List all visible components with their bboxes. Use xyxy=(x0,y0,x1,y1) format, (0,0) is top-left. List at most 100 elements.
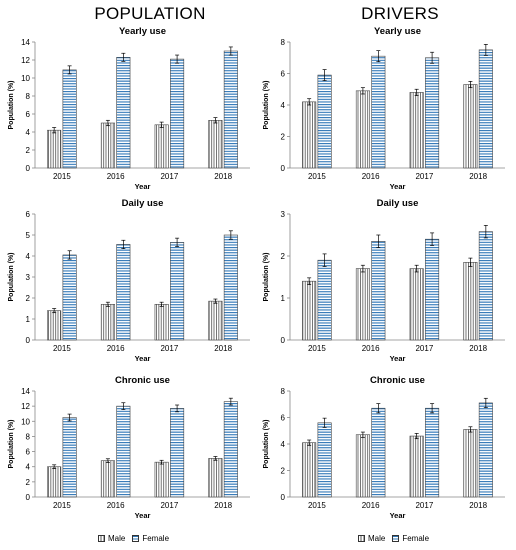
bar-male-2017 xyxy=(409,268,424,341)
legend-swatch-male xyxy=(358,535,365,542)
y-tick-label: 3 xyxy=(281,210,286,219)
x-tick-label: 2018 xyxy=(469,344,487,353)
y-axis-label: Population (%) xyxy=(263,420,270,469)
bar-male-2016 xyxy=(100,303,115,341)
x-axis-label: Year xyxy=(135,511,151,520)
y-tick-label: 0 xyxy=(26,493,31,502)
y-tick-label: 4 xyxy=(281,440,286,449)
y-tick-label: 3 xyxy=(26,273,31,282)
bar-male-2018 xyxy=(463,84,478,169)
y-tick-label: 2 xyxy=(281,467,286,476)
bar-female-2015 xyxy=(62,417,77,498)
bar-male-2018 xyxy=(208,120,223,169)
y-tick-label: 1 xyxy=(281,294,286,303)
population-column-title: POPULATION xyxy=(94,4,206,23)
x-tick-label: 2015 xyxy=(53,172,71,181)
drivers-column-title: DRIVERS xyxy=(361,4,439,23)
chart-title: Daily use xyxy=(377,198,419,209)
x-tick-label: 2015 xyxy=(53,344,71,353)
y-tick-label: 6 xyxy=(281,70,286,79)
y-tick-label: 12 xyxy=(21,402,30,411)
chart-panel: Daily use 0 1 2 3 4 5 6 Population (%) 2015 2016 20… xyxy=(8,198,250,363)
chart-panel: Yearly use 0 2 4 6 8 Population (%) 2015 2016 201… xyxy=(263,26,505,191)
x-tick-label: 2018 xyxy=(214,172,232,181)
chart-title: Chronic use xyxy=(115,375,170,386)
chart-panel: Daily use 0 1 2 3 Population (%) 2015 2016 2017 2… xyxy=(263,198,505,363)
bar-male-2015 xyxy=(302,280,317,341)
y-tick-label: 14 xyxy=(21,387,30,396)
y-tick-label: 0 xyxy=(26,164,31,173)
y-tick-label: 14 xyxy=(21,38,30,47)
x-axis-label: Year xyxy=(390,511,406,520)
y-tick-label: 8 xyxy=(281,38,286,47)
y-tick-label: 8 xyxy=(281,387,286,396)
y-tick-label: 0 xyxy=(26,336,31,345)
y-tick-label: 1 xyxy=(26,315,31,324)
bar-female-2016 xyxy=(116,244,131,341)
bar-male-2017 xyxy=(154,303,169,341)
y-tick-label: 2 xyxy=(281,252,286,261)
bar-female-2015 xyxy=(62,254,77,341)
bar-male-2018 xyxy=(208,458,223,498)
bar-male-2016 xyxy=(355,434,370,498)
x-tick-label: 2017 xyxy=(415,501,433,510)
legend-swatch-female xyxy=(132,535,140,542)
bar-male-2017 xyxy=(154,124,169,169)
bar-male-2018 xyxy=(463,429,478,498)
y-axis-label: Population (%) xyxy=(263,253,270,302)
y-tick-label: 4 xyxy=(26,252,31,261)
y-tick-label: 0 xyxy=(281,493,286,502)
y-axis-label: Population (%) xyxy=(8,253,15,302)
x-tick-label: 2016 xyxy=(107,501,125,510)
x-tick-label: 2018 xyxy=(214,344,232,353)
legend-label-female: Female xyxy=(142,534,170,543)
y-tick-label: 8 xyxy=(26,432,31,441)
bar-male-2016 xyxy=(100,122,115,169)
legend-label-male: Male xyxy=(108,534,126,543)
y-tick-label: 4 xyxy=(26,128,31,137)
x-tick-label: 2018 xyxy=(469,501,487,510)
legend-swatch-male xyxy=(98,535,105,542)
bar-male-2015 xyxy=(302,101,317,169)
legend-right: Male Female xyxy=(358,534,429,543)
bar-female-2015 xyxy=(317,74,332,169)
y-tick-label: 10 xyxy=(21,417,30,426)
x-tick-label: 2016 xyxy=(107,172,125,181)
bar-male-2016 xyxy=(355,90,370,169)
y-tick-label: 6 xyxy=(26,110,31,119)
x-tick-label: 2017 xyxy=(415,172,433,181)
chart-title: Chronic use xyxy=(370,375,425,386)
bar-male-2015 xyxy=(47,310,62,341)
bar-male-2017 xyxy=(409,435,424,498)
y-tick-label: 6 xyxy=(26,210,31,219)
bar-female-2017 xyxy=(170,408,185,498)
y-axis-label: Population (%) xyxy=(8,81,15,130)
bar-female-2016 xyxy=(371,407,386,498)
x-axis-label: Year xyxy=(135,354,151,363)
legend-label-female: Female xyxy=(402,534,430,543)
y-axis-label: Population (%) xyxy=(263,81,270,130)
x-tick-label: 2015 xyxy=(53,501,71,510)
x-tick-label: 2017 xyxy=(415,344,433,353)
chart-title: Yearly use xyxy=(374,26,421,37)
bar-male-2015 xyxy=(47,129,62,169)
x-tick-label: 2016 xyxy=(107,344,125,353)
chart-panel: Chronic use 0 2 4 6 8 10 12 14 Population (%) 2015… xyxy=(8,375,250,520)
legend-label-male: Male xyxy=(368,534,386,543)
bar-female-2016 xyxy=(371,55,386,169)
bar-male-2015 xyxy=(302,442,317,498)
y-tick-label: 4 xyxy=(281,101,286,110)
x-tick-label: 2015 xyxy=(308,344,326,353)
bar-male-2016 xyxy=(355,268,370,341)
y-tick-label: 8 xyxy=(26,92,31,101)
y-tick-label: 5 xyxy=(26,231,31,240)
y-axis-label: Population (%) xyxy=(8,420,15,469)
legend-swatch-female xyxy=(392,535,400,542)
x-tick-label: 2015 xyxy=(308,501,326,510)
x-axis-label: Year xyxy=(135,182,151,191)
bar-female-2016 xyxy=(371,241,386,341)
y-tick-label: 0 xyxy=(281,336,286,345)
bar-female-2018 xyxy=(223,50,238,169)
y-tick-label: 4 xyxy=(26,463,31,472)
x-tick-label: 2018 xyxy=(469,172,487,181)
